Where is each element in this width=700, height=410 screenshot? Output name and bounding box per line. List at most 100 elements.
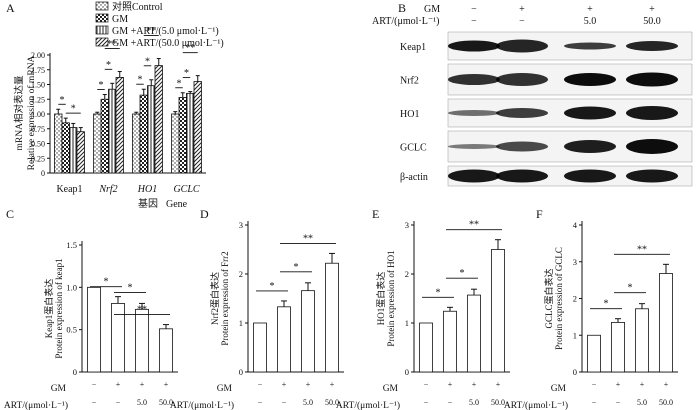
panel-e-y-tick-label: 0 — [405, 367, 409, 377]
b-row-label: GCLC — [400, 143, 427, 154]
b-band — [496, 73, 548, 86]
panel-c-gm-label: GM — [51, 384, 67, 394]
b-art-value: − — [519, 16, 525, 27]
a-bar — [61, 122, 70, 174]
panel-d-bar — [325, 262, 339, 373]
panel-e-sig-mark: ** — [469, 220, 479, 231]
a-bar — [54, 113, 63, 174]
panel-label-b: B — [398, 1, 406, 15]
panel-c-bar — [135, 308, 149, 373]
b-band — [564, 73, 616, 86]
panel-c-sig-mark: * — [128, 282, 133, 293]
panel-d-y-tick-label: 1 — [239, 318, 243, 328]
panel-d-art-value: 50.0 — [325, 398, 339, 407]
panel-f-y-tick-label: 2 — [573, 294, 577, 304]
panel-d-sig-mark: ** — [303, 233, 313, 244]
legend-label-control: 对照Control — [112, 0, 163, 13]
a-y-tick-label: 0.75 — [31, 125, 45, 134]
a-sig-mark: ** — [146, 26, 156, 37]
a-bar — [108, 88, 117, 174]
panel-f-sig-mark: ** — [637, 244, 647, 255]
panel-f-y-tick-label: 3 — [573, 257, 577, 267]
panel-d-y-tick-label: 2 — [239, 269, 243, 279]
panel-c-ylabel-en: Protein expression of keap1 — [54, 258, 64, 358]
b-band — [626, 169, 678, 183]
a-y-tick-label: 0 — [41, 169, 45, 178]
panel-e-chart: 0 1 2 3 HO1蛋白表达 Protein expression of HO1 − − + −… — [336, 220, 510, 410]
panel-c-bar — [111, 303, 125, 373]
a-bar — [93, 113, 102, 174]
a-bar — [100, 98, 109, 174]
b-band — [496, 169, 548, 183]
a-bar — [132, 113, 141, 174]
panel-e-art-value: − — [424, 398, 429, 407]
panel-d-bar — [253, 322, 267, 373]
panel-b-blot: GM ART/(μmol·L⁻¹) −−+−+5.0+50.0 Keap1Nrf… — [372, 4, 693, 187]
a-sig-mark: * — [99, 80, 104, 91]
panel-d-art-value: − — [258, 398, 263, 407]
a-bar — [193, 81, 202, 174]
a-bar — [171, 113, 180, 174]
legend-swatch-art50 — [95, 37, 109, 47]
panel-c-y-tick-label: 0 — [73, 367, 77, 377]
b-art-label: ART/(μmol·L⁻¹) — [372, 16, 439, 27]
legend-swatch-art5 — [95, 25, 109, 35]
panel-d-chart: 0 1 2 3 Nrf2蛋白表达 Protein expression of Frr2 − −… — [170, 220, 344, 410]
a-xlabel-cn: 基因 — [138, 197, 158, 210]
a-sig-mark: * — [60, 95, 65, 106]
panel-e-art-label: ART/(μmol·L⁻¹) — [336, 400, 400, 410]
panel-d-sig-mark: * — [270, 281, 275, 292]
a-x-tick-label: Keap1 — [56, 184, 82, 195]
panel-c-art-value: 5.0 — [137, 398, 147, 407]
panel-e-bar — [443, 310, 457, 373]
panel-f-bar — [635, 308, 649, 373]
panel-d-y-tick-label: 3 — [239, 220, 243, 230]
panel-f-bar — [587, 334, 601, 373]
b-band — [496, 108, 548, 118]
panel-f-art-value: 50.0 — [659, 398, 673, 407]
b-band — [626, 106, 678, 120]
b-band — [626, 139, 678, 154]
panel-label-c: C — [6, 207, 14, 221]
panel-e-ylabel-en: Protein expression of HO1 — [386, 250, 396, 346]
panel-f-ylabel-en: Protein expression of GCLC — [554, 247, 564, 350]
legend-label-gm: GM — [112, 14, 128, 25]
b-art-value: 5.0 — [584, 16, 597, 27]
panel-d-gm-sign: − — [258, 380, 263, 389]
panel-e-bar — [467, 294, 481, 373]
panel-c-art-label: ART/(μmol·L⁻¹) — [4, 400, 68, 410]
a-ylabel-cn: mRNA相对表达量 — [13, 75, 25, 150]
legend-label-art50: GM +ART/(50.0 μmol·L⁻¹) — [112, 38, 224, 49]
b-art-value: − — [471, 16, 477, 27]
a-bar — [69, 127, 78, 174]
b-art-value: 50.0 — [643, 16, 661, 27]
a-x-tick-label: Nrf2 — [98, 184, 117, 195]
panel-d-y-tick-label: 0 — [239, 367, 243, 377]
panel-f-sig-mark: * — [604, 299, 609, 310]
b-band — [496, 141, 548, 152]
panel-d-bar — [277, 306, 291, 373]
b-band — [496, 39, 548, 53]
panel-f-y-tick-label: 4 — [573, 220, 578, 230]
panel-c-chart: 0 0.5 1.0 1.5 Keap1蛋白表达 Protein expression of… — [4, 240, 178, 410]
legend-swatch-gm — [95, 13, 109, 23]
b-band — [564, 140, 616, 153]
panel-f-sig-mark: * — [628, 283, 633, 294]
panel-c-sig-mark: ** — [137, 305, 147, 316]
a-bar — [139, 94, 148, 174]
panel-c-y-tick-label: 0.5 — [66, 325, 77, 335]
panel-c-gm-sign: + — [116, 380, 121, 389]
b-row-label: β-actin — [400, 172, 428, 183]
b-band — [448, 74, 500, 85]
panel-f-art-value: − — [616, 398, 621, 407]
b-band — [564, 169, 616, 183]
b-band — [626, 72, 678, 87]
panel-label-a: A — [6, 1, 15, 15]
a-y-tick-label: 1.00 — [31, 110, 45, 119]
panel-f-art-value: − — [592, 398, 597, 407]
panel-f-y-tick-label: 1 — [573, 330, 577, 340]
a-bar — [178, 97, 187, 174]
panel-d-gm-sign: + — [330, 380, 335, 389]
panel-f-bar — [659, 273, 673, 373]
